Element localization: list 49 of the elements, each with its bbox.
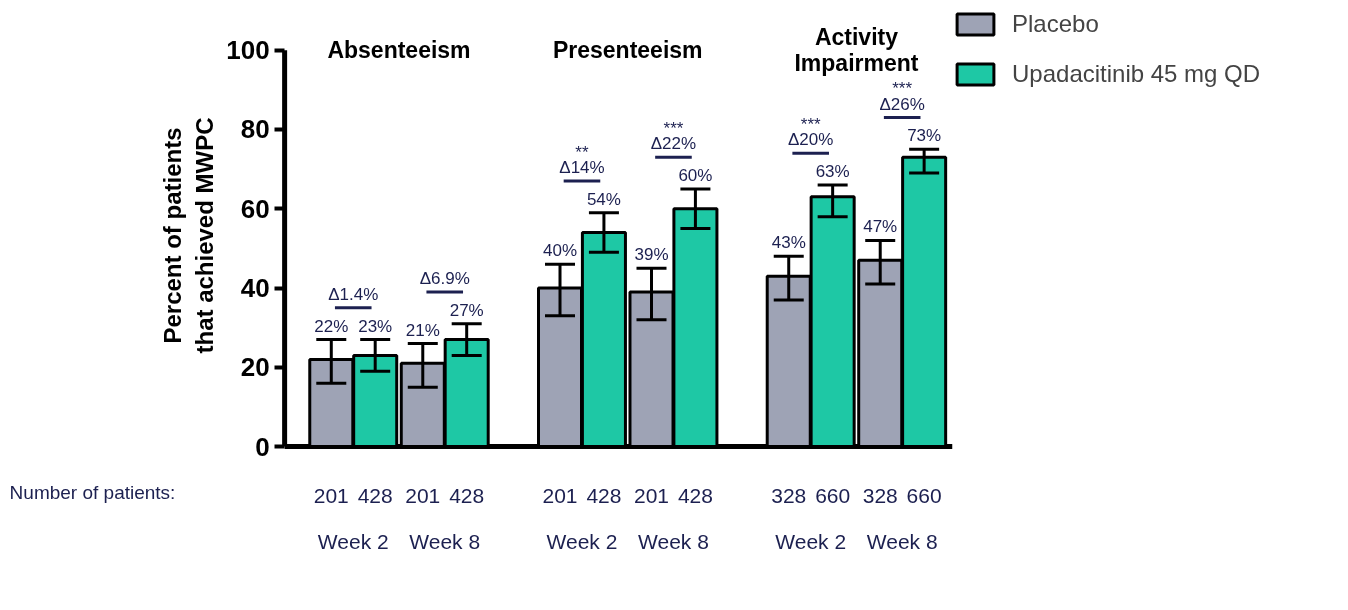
text: 328	[771, 483, 807, 507]
y-tick-label: 100	[226, 35, 270, 66]
annotation: Δ1.4%	[328, 284, 379, 304]
annotation: Presenteeism	[552, 37, 703, 64]
data-label: 27%	[449, 300, 484, 320]
text: 428	[449, 483, 485, 507]
text: 428	[586, 483, 622, 507]
data-label: 23%	[358, 316, 393, 336]
text: 328	[862, 483, 898, 507]
text: 428	[677, 483, 713, 507]
annotation: *** Δ20%	[788, 115, 834, 150]
data-label: 73%	[907, 126, 942, 146]
legend-label: Upadacitinib 45 mg QD	[1012, 60, 1261, 88]
data-label: 40%	[543, 241, 578, 261]
data-label: 60%	[678, 165, 713, 185]
y-axis-title: Percent of patients that achieved MWPC	[158, 117, 219, 354]
text: 201	[313, 483, 349, 507]
text: 201	[633, 483, 670, 507]
data-label: 54%	[586, 189, 621, 209]
x-tick-label: Week 2	[317, 529, 389, 553]
annotation: ** Δ14%	[559, 142, 605, 178]
x-tick-label: Week 2	[775, 529, 847, 553]
data-label: 22%	[314, 316, 349, 336]
annotation: Δ6.9%	[419, 269, 470, 289]
annotation: *** Δ22%	[650, 119, 697, 154]
annotation: Absenteeism	[327, 37, 471, 64]
text: 660	[906, 483, 942, 507]
text: 428	[357, 483, 393, 507]
legend-label: Placebo	[1012, 10, 1099, 38]
data-label: 43%	[771, 233, 806, 253]
text: Number of patients:	[9, 481, 176, 503]
text: 201	[405, 483, 441, 507]
y-tick-label: 40	[240, 273, 270, 304]
x-tick-label: Week 8	[866, 529, 938, 553]
x-tick-label: Week 2	[546, 529, 618, 553]
data-label: 39%	[634, 245, 669, 265]
annotation: Activity Impairment	[794, 24, 919, 77]
x-tick-label: Week 8	[638, 529, 709, 553]
data-label: 63%	[815, 161, 850, 181]
y-tick-label: 20	[240, 352, 270, 383]
y-tick-label: 80	[240, 114, 270, 145]
text: 660	[815, 483, 851, 507]
text: 201	[542, 483, 578, 507]
x-tick-label: Week 8	[409, 529, 481, 553]
data-label: 47%	[863, 217, 898, 237]
y-tick-label: 0	[255, 431, 270, 462]
data-label: 21%	[405, 320, 440, 340]
y-tick-label: 60	[240, 193, 270, 224]
annotation: *** Δ26%	[879, 79, 925, 114]
